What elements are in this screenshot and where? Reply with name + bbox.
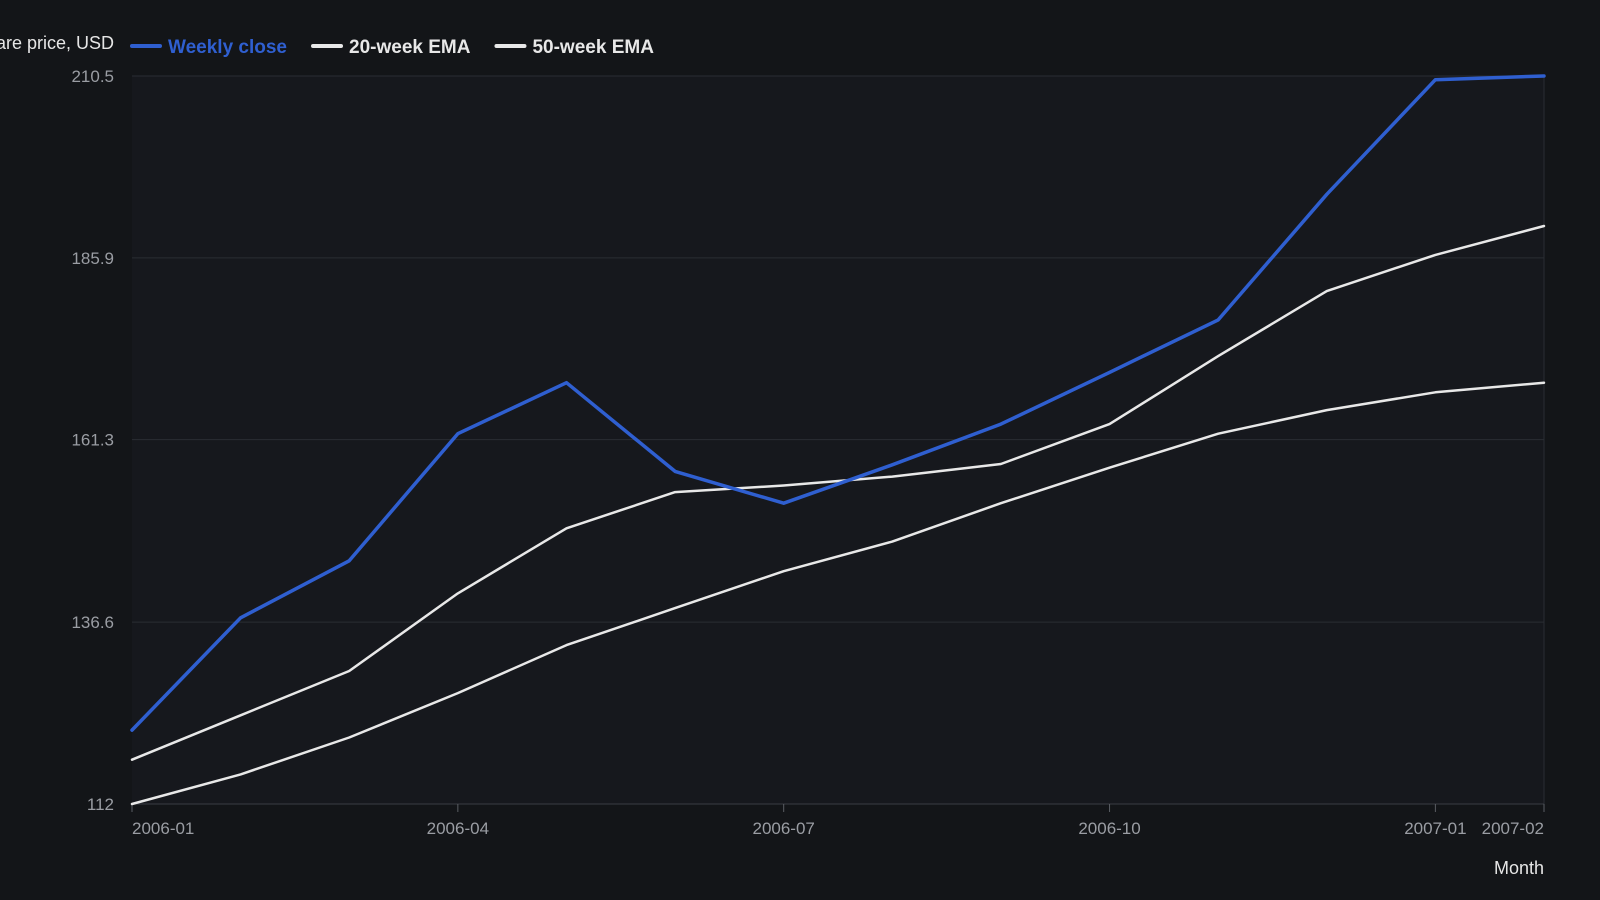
- x-tick-label: 2006-01: [132, 819, 194, 838]
- 20-week-ema-line: [130, 224, 1546, 761]
- axes: 112 136.6 161.3 185.9 210.5 2006-01 2006-04 200…: [71, 67, 1545, 838]
- legend-entry-50-week-ema: 50-week EMA: [532, 37, 654, 58]
- y-tick-label: 210.5: [71, 67, 114, 86]
- x-axis-label: Month: [1494, 858, 1544, 878]
- y-tick-label: 112: [87, 795, 114, 814]
- y-tick-label: 161.3: [71, 431, 114, 450]
- x-tick-label: 2006-10: [1078, 819, 1140, 838]
- x-tick-label: 2007-01: [1404, 819, 1466, 838]
- y-axis-label: Share price, USD: [0, 33, 114, 53]
- 50-week-ema-line: [130, 381, 1546, 806]
- y-tick-label: 185.9: [71, 249, 114, 268]
- weekly-close-line: [130, 74, 1546, 732]
- series-lines: [130, 74, 1546, 806]
- legend-entry-weekly-close: Weekly close: [168, 37, 287, 58]
- legend: Weekly close 20-week EMA 50-week EMA: [130, 37, 654, 58]
- x-tick-label: 2006-04: [427, 819, 489, 838]
- y-tick-label: 136.6: [71, 613, 114, 632]
- x-tick-label: 2007-02: [1482, 819, 1544, 838]
- x-tick-label: 2006-07: [752, 819, 814, 838]
- legend-entry-20-week-ema: 20-week EMA: [349, 37, 471, 58]
